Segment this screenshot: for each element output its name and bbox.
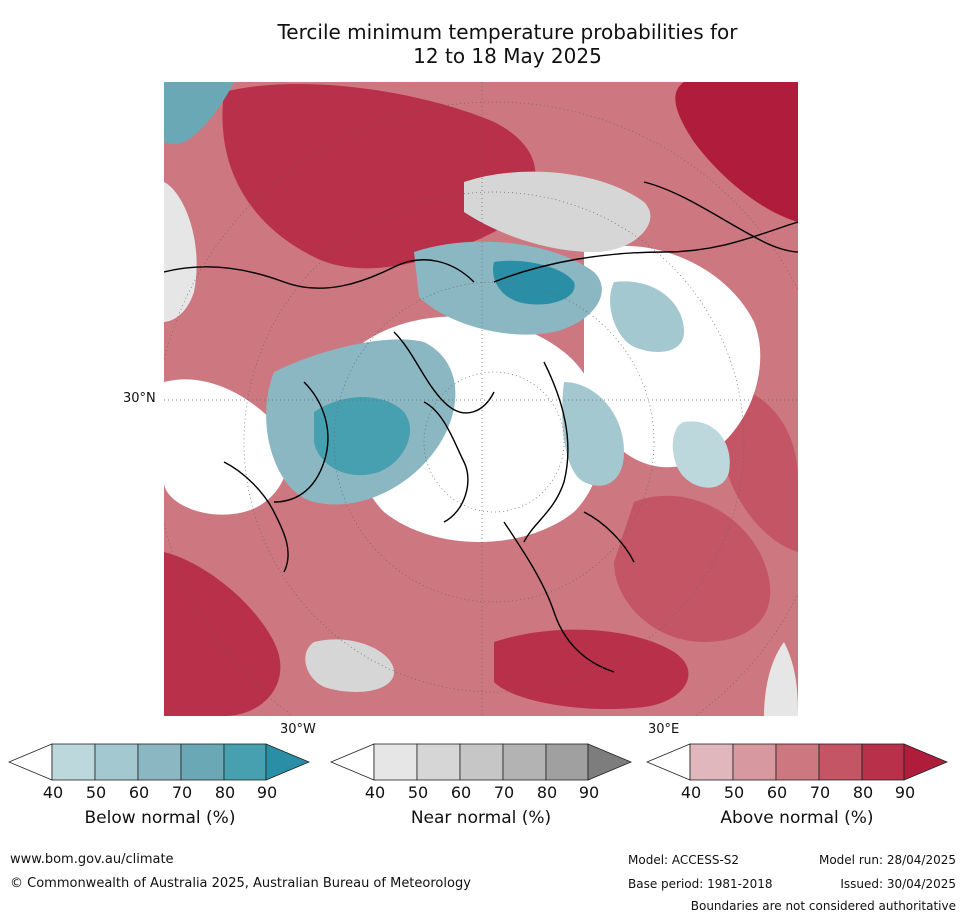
tick-below-80: 80 xyxy=(214,783,236,802)
tick-near-50: 50 xyxy=(407,783,429,802)
near-normal-left-edge xyxy=(164,182,197,322)
map-canvas xyxy=(164,82,798,716)
cbar-above-max-arrow xyxy=(903,743,949,781)
cbar-below-band-4 xyxy=(180,743,225,781)
near-normal-bottom-right xyxy=(764,642,798,716)
tick-above-90: 90 xyxy=(894,783,916,802)
warm-region-west-bottom xyxy=(164,552,281,716)
colorbar-above-normal xyxy=(645,743,950,785)
cbar-above-band-1 xyxy=(689,743,734,781)
tick-below-40: 40 xyxy=(42,783,64,802)
cbar-below-band-5 xyxy=(223,743,267,781)
tick-above-40: 40 xyxy=(680,783,702,802)
tick-above-50: 50 xyxy=(723,783,745,802)
cbar-near-band-3 xyxy=(459,743,504,781)
cold-region-siberia-core xyxy=(493,260,575,305)
footer-disclaimer: Boundaries are not considered authoritat… xyxy=(690,899,956,913)
cold-region-arctic-canada-core xyxy=(314,397,410,476)
colorbar-near-swatches xyxy=(329,743,633,781)
cbar-near-band-4 xyxy=(502,743,547,781)
footer-model: Model: ACCESS-S2 xyxy=(628,853,740,867)
coastlines xyxy=(164,181,798,673)
cbar-near-band-5 xyxy=(545,743,589,781)
tick-near-80: 80 xyxy=(536,783,558,802)
cbar-near-band-2 xyxy=(416,743,461,781)
cbar-below-band-1 xyxy=(51,743,96,781)
footer-website: www.bom.gov.au/climate xyxy=(10,852,174,867)
cold-region-asia xyxy=(610,281,684,352)
title-line-1: Tercile minimum temperature probabilitie… xyxy=(277,20,738,44)
tick-near-70: 70 xyxy=(493,783,515,802)
tick-above-80: 80 xyxy=(852,783,874,802)
cbar-above-band-3 xyxy=(775,743,820,781)
footer-model-run: Model run: 28/04/2025 xyxy=(818,853,956,867)
footer-copyright: © Commonwealth of Australia 2025, Austra… xyxy=(10,876,471,891)
footer-base-period: Base period: 1981-2018 xyxy=(628,877,773,891)
colorbar-title-below: Below normal (%) xyxy=(84,808,236,828)
tick-below-60: 60 xyxy=(128,783,150,802)
cbar-above-min-arrow xyxy=(645,743,691,781)
cold-region-greenland-sea xyxy=(562,382,624,486)
tick-near-60: 60 xyxy=(450,783,472,802)
cbar-near-band-1 xyxy=(373,743,418,781)
colorbar-below-normal xyxy=(7,743,312,785)
probability-map xyxy=(164,82,798,716)
warm-region-east xyxy=(724,382,798,552)
near-normal-southwest xyxy=(305,639,394,692)
tick-above-70: 70 xyxy=(809,783,831,802)
warm-region-north-top-right xyxy=(675,82,798,222)
footer-issued: Issued: 30/04/2025 xyxy=(840,877,956,891)
cold-region-top-left xyxy=(164,82,234,145)
colorbar-title-near: Near normal (%) xyxy=(410,808,552,828)
cold-region-east xyxy=(672,421,730,488)
cbar-above-band-4 xyxy=(818,743,863,781)
cbar-below-max-arrow xyxy=(265,743,311,781)
cbar-near-min-arrow xyxy=(329,743,375,781)
tick-above-60: 60 xyxy=(766,783,788,802)
colorbar-below-swatches xyxy=(7,743,311,781)
map-title: Tercile minimum temperature probabilitie… xyxy=(160,20,855,68)
graticule xyxy=(164,82,798,716)
longitude-label-east: 30°E xyxy=(648,722,680,737)
warm-region-asia xyxy=(614,495,771,642)
colorbar-near-normal xyxy=(329,743,634,785)
warm-region-mediterranean xyxy=(494,629,689,710)
warm-region-north-pacific xyxy=(222,83,536,269)
colorbar-above-swatches xyxy=(645,743,949,781)
tick-near-40: 40 xyxy=(364,783,386,802)
latitude-label: 30°N xyxy=(123,391,156,406)
tick-below-90: 90 xyxy=(256,783,278,802)
cbar-below-band-3 xyxy=(137,743,182,781)
title-line-2: 12 to 18 May 2025 xyxy=(413,44,602,68)
cbar-below-band-2 xyxy=(94,743,139,781)
colorbar-title-above: Above normal (%) xyxy=(720,808,874,828)
white-region-west xyxy=(164,379,289,515)
cbar-below-min-arrow xyxy=(7,743,53,781)
cbar-above-band-5 xyxy=(861,743,905,781)
tick-near-90: 90 xyxy=(578,783,600,802)
longitude-label-west: 30°W xyxy=(280,722,316,737)
near-normal-north xyxy=(464,171,651,252)
cbar-near-max-arrow xyxy=(587,743,633,781)
tick-below-50: 50 xyxy=(85,783,107,802)
tick-below-70: 70 xyxy=(171,783,193,802)
cbar-above-band-2 xyxy=(732,743,777,781)
